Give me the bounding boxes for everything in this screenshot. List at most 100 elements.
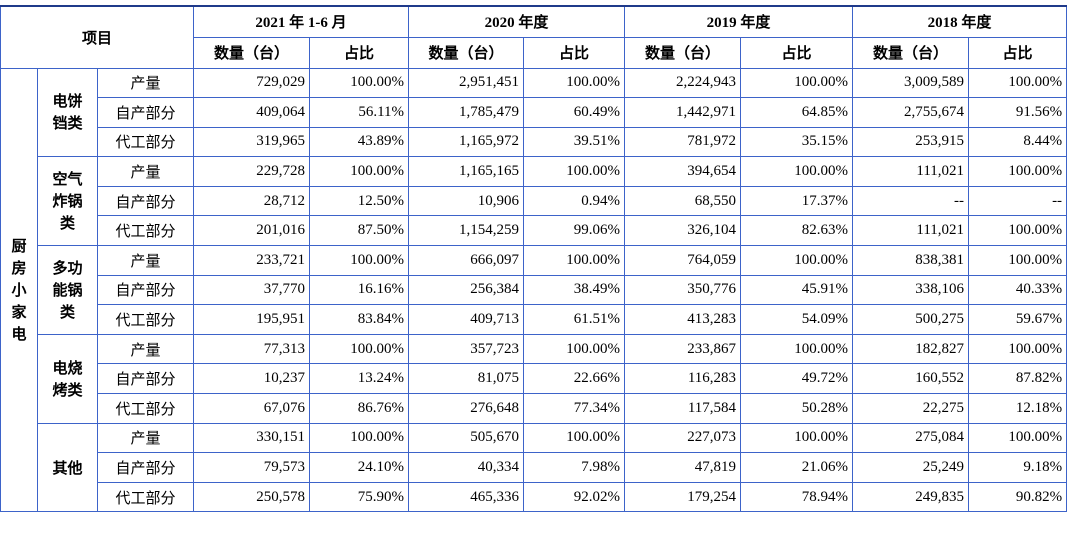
value-cell: 79,573 xyxy=(193,452,311,483)
value-cell: 100.00% xyxy=(740,67,854,99)
value-cell: 465,336 xyxy=(408,481,525,513)
value-cell: 35.15% xyxy=(740,126,854,158)
data-row: 代工部分 195,951 83.84% 409,713 61.51% 413,283 54.… xyxy=(1,304,1068,335)
value-cell: 100.00% xyxy=(740,422,854,454)
row-label: 自产部分 xyxy=(96,97,195,128)
value-cell: 409,064 xyxy=(193,97,311,128)
row-label: 自产部分 xyxy=(96,363,195,395)
value-cell: 21.06% xyxy=(740,452,854,483)
value-cell: 100.00% xyxy=(740,333,854,365)
value-cell: 201,016 xyxy=(193,215,311,247)
value-cell: 56.11% xyxy=(309,97,410,128)
data-row: 自产部分 79,573 24.10% 40,334 7.98% 47,819 21.06% 2… xyxy=(1,452,1068,483)
table-header: 项目 2021 年 1-6 月 2020 年度 2019 年度 2018 年度 数量（台）… xyxy=(0,5,1068,69)
data-row: 多功能锅类 产量 233,721 100.00% 666,097 100.00% 764,0… xyxy=(1,245,1068,335)
value-cell: 38.49% xyxy=(523,274,626,306)
value-cell: 409,713 xyxy=(408,304,525,335)
value-cell: 68,550 xyxy=(624,185,742,217)
value-cell: 100.00% xyxy=(309,245,410,276)
value-cell: 1,442,971 xyxy=(624,97,742,128)
value-cell: 838,381 xyxy=(852,245,970,276)
value-cell: 100.00% xyxy=(968,215,1068,247)
value-cell: 100.00% xyxy=(309,156,410,187)
row-label: 代工部分 xyxy=(96,215,195,247)
value-cell: 2,755,674 xyxy=(852,97,970,128)
category-cell: 厨房小家电 xyxy=(0,67,38,513)
sub-header: 数量（台） xyxy=(624,36,742,69)
value-cell: 100.00% xyxy=(523,422,626,454)
value-cell: 37,770 xyxy=(193,274,311,306)
year-header: 2018 年度 xyxy=(852,5,1068,38)
value-cell: 2,224,943 xyxy=(624,67,742,99)
value-cell: 49.72% xyxy=(740,363,854,395)
value-cell: 24.10% xyxy=(309,452,410,483)
value-cell: 319,965 xyxy=(193,126,311,158)
value-cell: 67,076 xyxy=(193,393,311,424)
value-cell: 91.56% xyxy=(968,97,1068,128)
value-cell: 394,654 xyxy=(624,156,742,187)
value-cell: 100.00% xyxy=(740,156,854,187)
value-cell: 60.49% xyxy=(523,97,626,128)
data-row: 自产部分 28,712 12.50% 10,906 0.94% 68,550 17.37% -… xyxy=(1,185,1068,217)
row-label: 代工部分 xyxy=(96,304,195,335)
group-label: 电饼铛类 xyxy=(52,92,83,133)
value-cell: 82.63% xyxy=(740,215,854,247)
group-label: 空气炸锅类 xyxy=(52,170,83,233)
row-label: 代工部分 xyxy=(96,481,195,513)
value-cell: 276,648 xyxy=(408,393,525,424)
value-cell: 253,915 xyxy=(852,126,970,158)
data-row: 自产部分 409,064 56.11% 1,785,479 60.49% 1,442,97… xyxy=(1,97,1068,128)
value-cell: 764,059 xyxy=(624,245,742,276)
value-cell: 22.66% xyxy=(523,363,626,395)
value-cell: 100.00% xyxy=(968,156,1068,187)
value-cell: 50.28% xyxy=(740,393,854,424)
value-cell: 100.00% xyxy=(968,333,1068,365)
year-header: 2019 年度 xyxy=(624,5,854,38)
value-cell: 1,165,165 xyxy=(408,156,525,187)
value-cell: 45.91% xyxy=(740,274,854,306)
data-row: 代工部分 250,578 75.90% 465,336 92.02% 179,254 78.… xyxy=(1,481,1068,513)
sub-header: 数量（台） xyxy=(852,36,970,69)
sub-header: 占比 xyxy=(740,36,854,69)
value-cell: 227,073 xyxy=(624,422,742,454)
value-cell: 3,009,589 xyxy=(852,67,970,99)
value-cell: 10,906 xyxy=(408,185,525,217)
value-cell: 99.06% xyxy=(523,215,626,247)
value-cell: 13.24% xyxy=(309,363,410,395)
value-cell: 2,951,451 xyxy=(408,67,525,99)
value-cell: 9.18% xyxy=(968,452,1068,483)
value-cell: 350,776 xyxy=(624,274,742,306)
value-cell: 87.82% xyxy=(968,363,1068,395)
value-cell: 179,254 xyxy=(624,481,742,513)
value-cell: 111,021 xyxy=(852,215,970,247)
value-cell: 117,584 xyxy=(624,393,742,424)
value-cell: 100.00% xyxy=(968,422,1068,454)
value-cell: 16.16% xyxy=(309,274,410,306)
value-cell: 43.89% xyxy=(309,126,410,158)
row-label: 代工部分 xyxy=(96,126,195,158)
sub-header: 数量（台） xyxy=(193,36,311,69)
value-cell: 59.67% xyxy=(968,304,1068,335)
row-label: 自产部分 xyxy=(96,274,195,306)
value-cell: 357,723 xyxy=(408,333,525,365)
value-cell: 47,819 xyxy=(624,452,742,483)
value-cell: 249,835 xyxy=(852,481,970,513)
value-cell: 195,951 xyxy=(193,304,311,335)
value-cell: 90.82% xyxy=(968,481,1068,513)
value-cell: 28,712 xyxy=(193,185,311,217)
group-cell: 空气炸锅类 xyxy=(37,156,98,247)
value-cell: 1,165,972 xyxy=(408,126,525,158)
value-cell: 22,275 xyxy=(852,393,970,424)
value-cell: 229,728 xyxy=(193,156,311,187)
value-cell: 413,283 xyxy=(624,304,742,335)
header-row: 数量（台） 占比 数量（台） 占比 数量（台） 占比 数量（台） 占比 xyxy=(1,36,1068,69)
value-cell: 17.37% xyxy=(740,185,854,217)
data-row: 代工部分 201,016 87.50% 1,154,259 99.06% 326,104 8… xyxy=(1,215,1068,247)
row-label: 自产部分 xyxy=(96,452,195,483)
value-cell: 77,313 xyxy=(193,333,311,365)
row-label: 产量 xyxy=(96,156,195,187)
value-cell: 40.33% xyxy=(968,274,1068,306)
group-cell: 电饼铛类 xyxy=(37,67,98,158)
value-cell: 100.00% xyxy=(968,67,1068,99)
value-cell: 100.00% xyxy=(523,333,626,365)
